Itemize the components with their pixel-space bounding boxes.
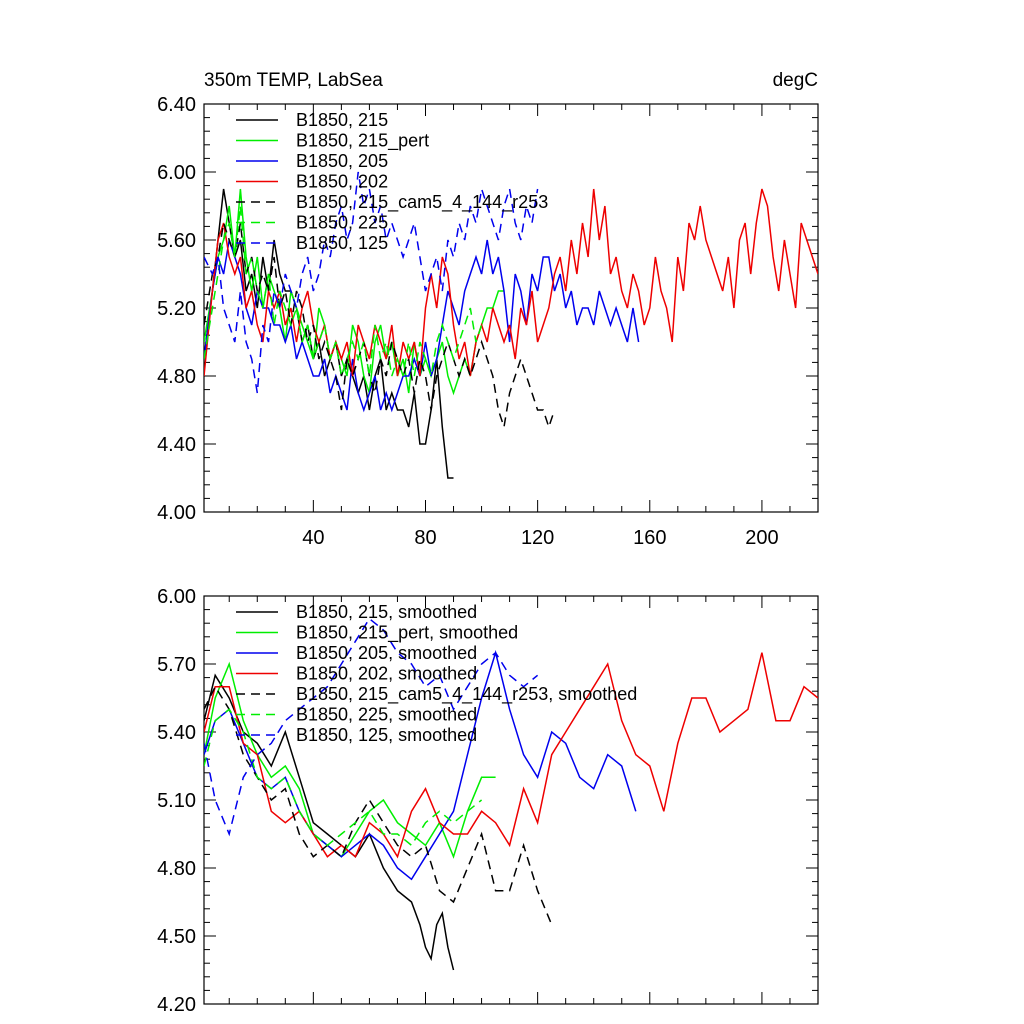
y-tick-label: 4.50 [157, 926, 196, 948]
series-line-1 [204, 661, 496, 859]
y-tick-label: 4.80 [157, 858, 196, 880]
legend-entry: B1850, 215_pert, smoothed [296, 623, 518, 644]
series-line-2 [204, 649, 637, 881]
y-tick-label: 6.40 [157, 94, 196, 116]
series-line-3 [204, 652, 818, 859]
legend-entry: B1850, 205 [296, 151, 388, 171]
series-line-5 [204, 205, 483, 377]
bottom-panel: 4.20 4.50 4.80 5.10 5.40 5.70 6.00 B1850, 215, … [157, 586, 819, 1016]
y-tick-label: 6.00 [157, 586, 196, 608]
x-tick-label: 40 [302, 527, 324, 549]
y-tick-label: 4.20 [157, 994, 196, 1016]
series-line-6 [204, 171, 539, 394]
series-line-4 [204, 685, 553, 925]
series-line-1 [204, 188, 504, 396]
y-tick-label: 4.00 [157, 502, 196, 524]
y-tick-label: 5.40 [157, 722, 196, 744]
chart-title: 350m TEMP, LabSea [204, 70, 383, 91]
chart-units: degC [773, 70, 818, 91]
top-panel: 4.00 4.40 4.80 5.20 5.60 6.00 6.40 40 80 120 160 20… [157, 94, 819, 549]
legend-entry: B1850, 215_cam5_4_144_r253, smoothed [296, 684, 637, 705]
legend-entry: B1850, 215_cam5_4_144_r253 [296, 192, 548, 213]
x-tick-label: 160 [633, 527, 666, 549]
legend-entry: B1850, 215, smoothed [296, 602, 477, 622]
legend-entry: B1850, 205, smoothed [296, 643, 477, 663]
x-tick-label: 120 [521, 527, 554, 549]
legend-entry: B1850, 215 [296, 110, 388, 130]
x-tick-label: 200 [745, 527, 778, 549]
y-tick-label: 5.10 [157, 790, 196, 812]
legend-entry: B1850, 202 [296, 172, 388, 192]
series-line-3 [204, 188, 818, 377]
y-tick-label: 5.60 [157, 230, 196, 252]
y-tick-label: 4.80 [157, 366, 196, 388]
series-line-6 [204, 617, 539, 837]
legend-entry: B1850, 225 [296, 213, 388, 233]
legend-entry: B1850, 202, smoothed [296, 664, 477, 684]
x-tick-label: 80 [414, 527, 436, 549]
y-tick-label: 4.40 [157, 434, 196, 456]
y-tick-label: 6.00 [157, 162, 196, 184]
legend-entry: B1850, 225, smoothed [296, 705, 477, 725]
y-tick-label: 5.70 [157, 654, 196, 676]
legend-entry: B1850, 125 [296, 233, 388, 253]
y-tick-label: 5.20 [157, 298, 196, 320]
legend-entry: B1850, 125, smoothed [296, 725, 477, 745]
series-line-2 [204, 239, 640, 413]
series-line-5 [204, 708, 483, 847]
legend-entry: B1850, 215_pert [296, 131, 429, 152]
